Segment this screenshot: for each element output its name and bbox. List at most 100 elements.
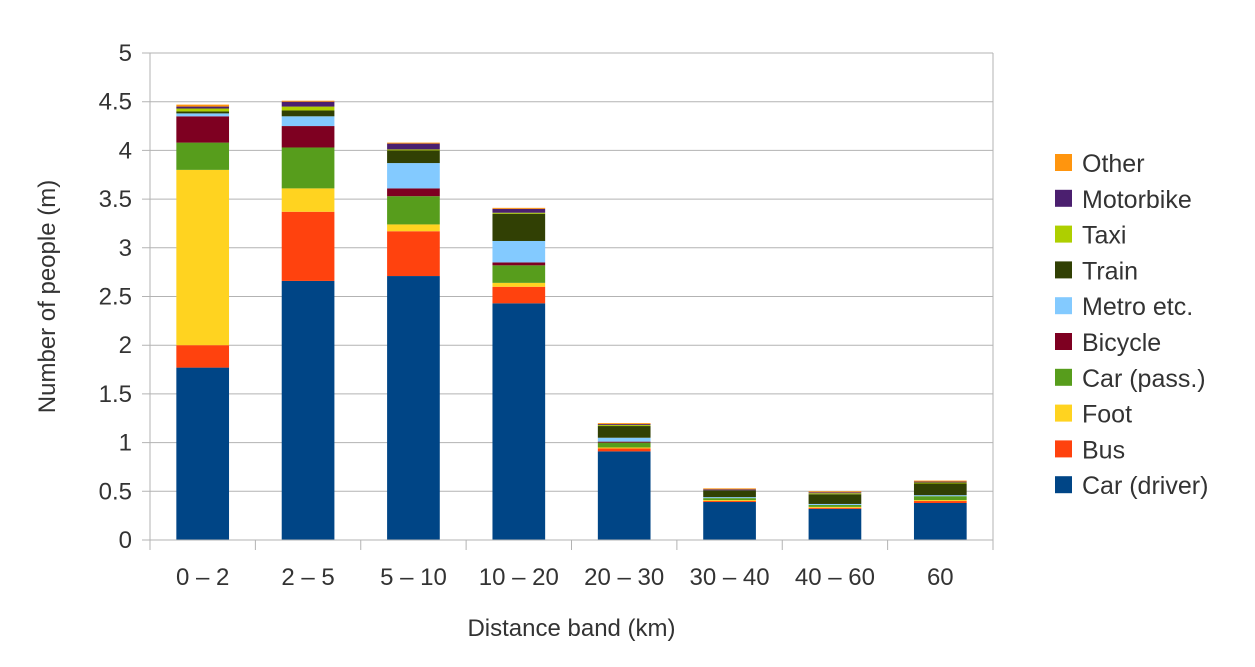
bar-segment bbox=[387, 163, 440, 189]
bar-segment bbox=[176, 367, 230, 540]
x-tick-label: 30 – 40 bbox=[690, 564, 770, 591]
bar-segment bbox=[703, 498, 756, 501]
bar-segment bbox=[176, 111, 230, 114]
bar-segment bbox=[387, 142, 440, 144]
bar-segment bbox=[492, 207, 546, 209]
bar-segment bbox=[281, 147, 335, 189]
bar-segment bbox=[913, 502, 967, 540]
bar-segment bbox=[808, 494, 862, 504]
legend-swatch bbox=[1055, 333, 1072, 350]
bar-segment bbox=[281, 101, 335, 107]
y-tick-label: 4 bbox=[119, 137, 132, 164]
bar-segment bbox=[387, 276, 440, 540]
legend-label: Metro etc. bbox=[1082, 293, 1193, 321]
bars bbox=[176, 100, 967, 540]
bar-segment bbox=[176, 169, 230, 346]
bar-segment bbox=[281, 106, 335, 111]
bar-segment bbox=[808, 503, 862, 505]
bar-segment bbox=[176, 104, 230, 107]
legend-swatch bbox=[1055, 189, 1072, 207]
bar-segment bbox=[597, 437, 651, 442]
x-tick-label: 5 – 10 bbox=[380, 564, 447, 591]
y-axis-title: Number of people (m) bbox=[34, 180, 61, 413]
legend-swatch bbox=[1055, 261, 1072, 279]
bar-segment bbox=[176, 345, 230, 368]
y-tick-label: 0 bbox=[119, 527, 132, 554]
y-tick-label: 1.5 bbox=[99, 381, 132, 408]
x-tick-label: 10 – 20 bbox=[479, 564, 559, 591]
bar-segment bbox=[281, 100, 335, 102]
axes: 0 0.5 1 1.5 2 2.5 3 3.5 4 4.5 5 0 – 2 2 – 5 5 – 10 10 … bbox=[99, 40, 994, 591]
bar-segment bbox=[281, 126, 335, 148]
legend-label: Motorbike bbox=[1082, 186, 1192, 214]
legend-label: Taxi bbox=[1082, 222, 1126, 250]
legend: Other Motorbike Taxi Train Metro etc. Bicycle… bbox=[1055, 150, 1208, 500]
y-tick-label: 3 bbox=[119, 235, 132, 262]
bar-segment bbox=[176, 108, 230, 112]
bar-segment bbox=[176, 106, 230, 109]
bar-segment bbox=[913, 482, 967, 484]
legend-swatch bbox=[1055, 404, 1072, 422]
bar-segment bbox=[913, 483, 967, 496]
bar-segment bbox=[808, 506, 862, 508]
x-axis-title: Distance band (km) bbox=[467, 615, 675, 642]
legend-swatch bbox=[1055, 368, 1072, 386]
bar-segment bbox=[387, 224, 440, 232]
bar-segment bbox=[492, 240, 546, 263]
bar-segment bbox=[281, 211, 335, 281]
bar-segment bbox=[597, 425, 651, 427]
bar-segment bbox=[387, 149, 440, 151]
bar-segment bbox=[597, 423, 651, 425]
bar-segment bbox=[281, 110, 335, 117]
bar-segment bbox=[808, 492, 862, 494]
bar-segment bbox=[913, 501, 967, 503]
bar-segment bbox=[492, 213, 546, 241]
bar-segment bbox=[281, 188, 335, 212]
y-tick-label: 0.5 bbox=[99, 478, 132, 505]
bar-segment bbox=[703, 489, 756, 491]
bar-segment bbox=[492, 286, 546, 304]
legend-label: Bus bbox=[1082, 436, 1125, 464]
x-tick-label: 40 – 60 bbox=[795, 564, 875, 591]
bar-segment bbox=[703, 500, 756, 502]
bar-segment bbox=[176, 113, 230, 117]
gridlines bbox=[142, 52, 993, 541]
bar-segment bbox=[913, 500, 967, 502]
bar-segment bbox=[913, 481, 967, 483]
bar-segment bbox=[597, 441, 651, 443]
bar-segment bbox=[492, 212, 546, 214]
bar-segment bbox=[913, 496, 967, 501]
y-tick-label: 5 bbox=[119, 40, 132, 67]
legend-label: Other bbox=[1082, 150, 1145, 178]
legend-swatch bbox=[1055, 440, 1072, 458]
y-tick-label: 2.5 bbox=[99, 284, 132, 311]
bar-segment bbox=[176, 142, 230, 170]
legend-swatch bbox=[1055, 225, 1072, 243]
bar-segment bbox=[492, 303, 546, 540]
bar-segment bbox=[808, 508, 862, 540]
legend-label: Car (pass.) bbox=[1082, 365, 1206, 393]
bar-segment bbox=[387, 188, 440, 197]
x-tick-label: 20 – 30 bbox=[584, 564, 664, 591]
bar-segment bbox=[387, 143, 440, 150]
bar-segment bbox=[597, 451, 651, 540]
legend-swatch bbox=[1055, 297, 1072, 315]
bar-segment bbox=[387, 196, 440, 225]
bar-segment bbox=[703, 490, 756, 498]
bar-segment bbox=[597, 442, 651, 448]
bar-segment bbox=[597, 426, 651, 438]
bar-segment bbox=[808, 504, 862, 507]
bar-segment bbox=[492, 282, 546, 287]
bar-segment bbox=[703, 502, 756, 540]
bar-segment bbox=[387, 150, 440, 164]
bar-segment bbox=[597, 448, 651, 452]
bar-segment bbox=[492, 262, 546, 266]
bar-segment bbox=[492, 208, 546, 213]
bar-segment bbox=[597, 424, 651, 426]
y-tick-label: 2 bbox=[119, 332, 132, 359]
bar-segment bbox=[808, 507, 862, 509]
legend-label: Bicycle bbox=[1082, 329, 1161, 357]
bar-segment bbox=[176, 116, 230, 143]
x-tick-label: 60 bbox=[927, 564, 954, 591]
